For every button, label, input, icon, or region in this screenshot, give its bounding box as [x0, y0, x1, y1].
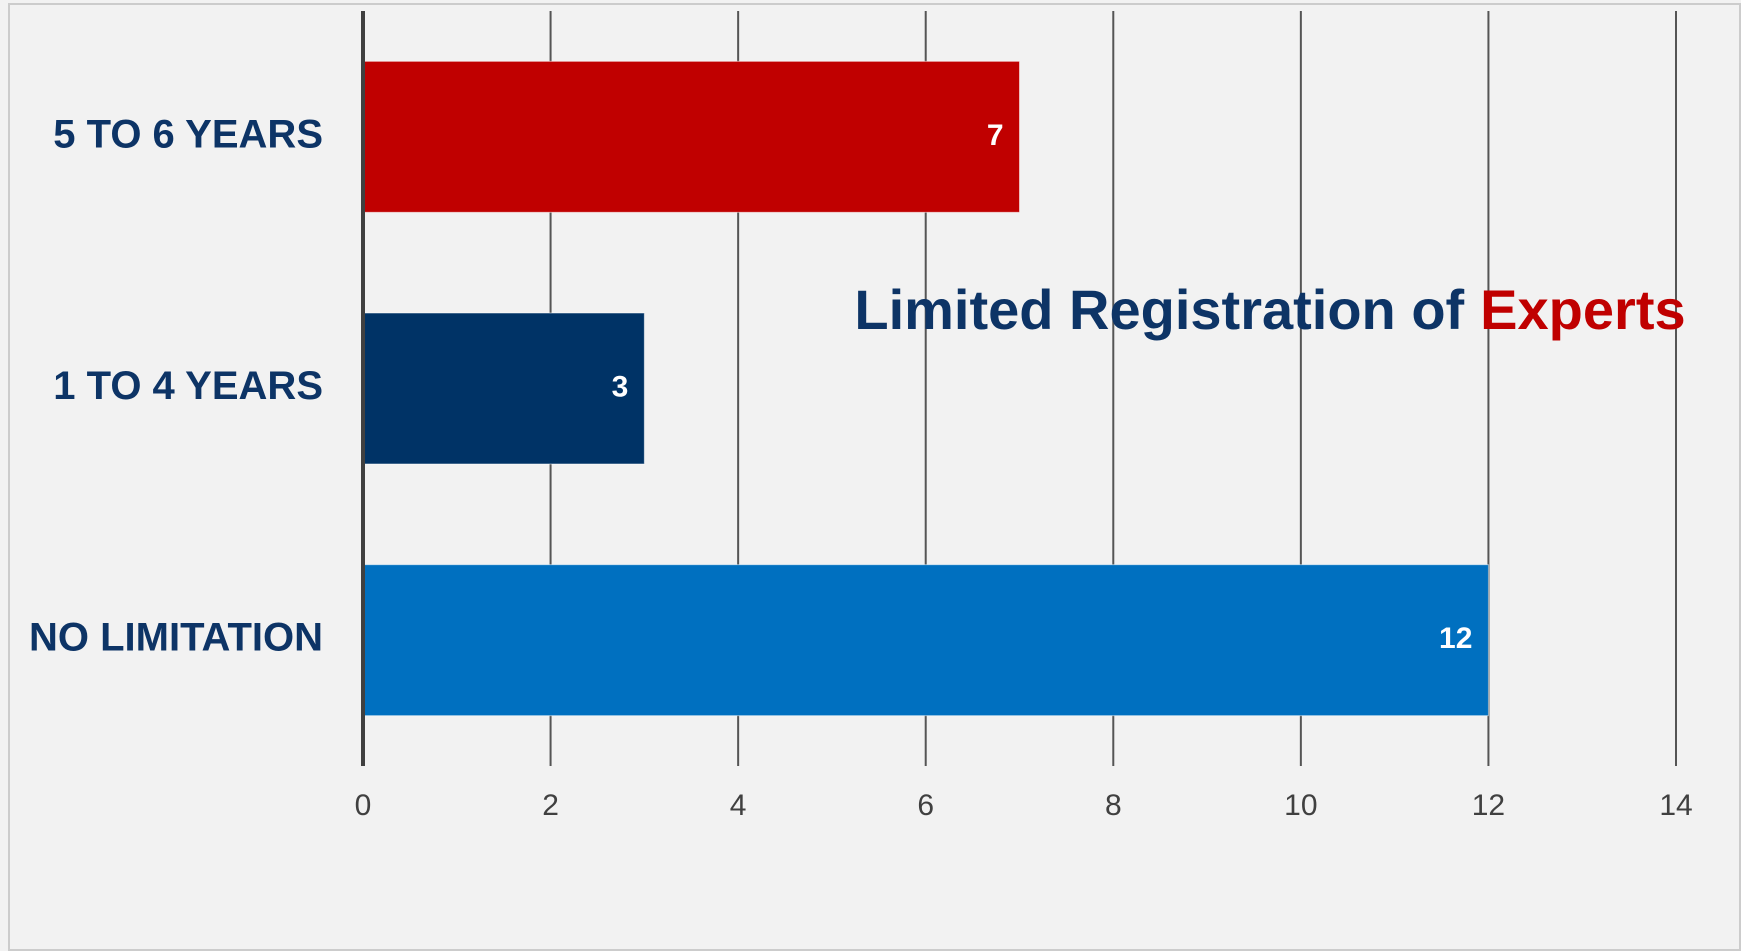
x-tick-label: 6	[917, 789, 934, 822]
y-tick-label: 5 TO 6 YEARS	[53, 112, 323, 156]
bar	[362, 312, 645, 465]
bar	[362, 60, 1020, 213]
y-tick-label: 1 TO 4 YEARS	[53, 364, 323, 408]
x-tick-label: 2	[542, 789, 559, 822]
x-tick-label: 8	[1105, 789, 1122, 822]
chart-title: Limited Registration of Experts	[854, 278, 1685, 341]
plot: 0 2 4 6 8 10 12 14 7 5 TO 6 YEARS 3 1 TO 4 YEARS 12 N…	[29, 11, 1693, 822]
x-tick-label: 4	[730, 789, 747, 822]
data-label: 12	[1439, 622, 1472, 655]
x-tick-label: 0	[355, 789, 372, 822]
data-label: 7	[987, 119, 1004, 152]
title-part: Limited Registration of	[854, 278, 1464, 341]
x-tick-label: 14	[1659, 789, 1692, 822]
y-tick-label: NO LIMITATION	[29, 616, 323, 660]
title-part: Experts	[1480, 278, 1685, 341]
x-tick-label: 12	[1472, 789, 1505, 822]
bar	[362, 564, 1489, 717]
data-label: 3	[612, 370, 629, 403]
x-tick-label: 10	[1284, 789, 1317, 822]
